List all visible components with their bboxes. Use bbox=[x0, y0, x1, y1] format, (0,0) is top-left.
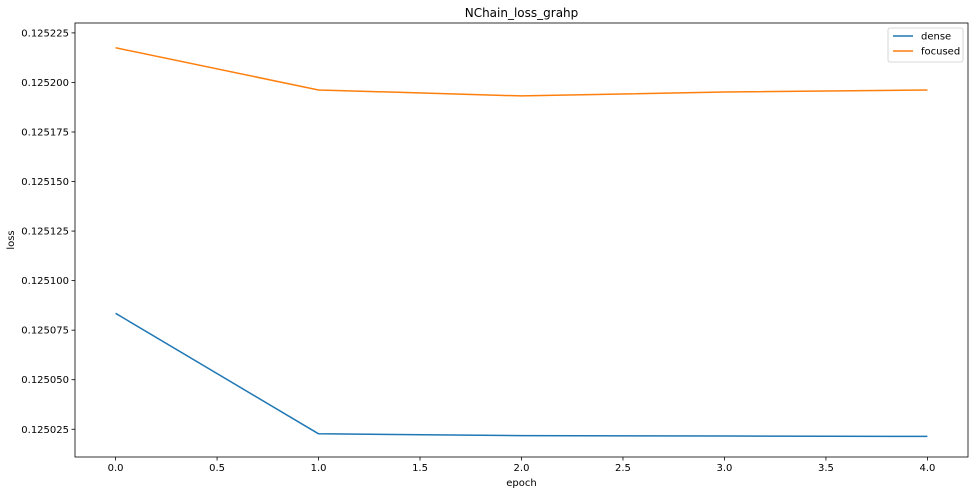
x-tick-label: 4.0 bbox=[919, 463, 935, 474]
y-tick-label: 0.125175 bbox=[21, 127, 69, 138]
y-axis-label: loss bbox=[6, 230, 17, 249]
legend-label-dense: dense bbox=[921, 32, 951, 43]
series-line-focused bbox=[115, 47, 928, 97]
y-tick-label: 0.125125 bbox=[21, 227, 69, 238]
x-tick-label: 0.0 bbox=[108, 463, 124, 474]
y-tick-label: 0.125225 bbox=[21, 28, 69, 39]
legend: dense focused bbox=[887, 27, 964, 63]
chart-title: NChain_loss_grahp bbox=[465, 6, 579, 20]
plot-frame bbox=[74, 22, 969, 458]
x-axis-label: epoch bbox=[506, 478, 536, 489]
y-tick-label: 0.125050 bbox=[21, 375, 69, 386]
series-line-dense bbox=[115, 312, 928, 438]
y-tick-label: 0.125200 bbox=[21, 78, 69, 89]
x-tick-label: 3.0 bbox=[717, 463, 733, 474]
x-tick-label: 1.5 bbox=[412, 463, 428, 474]
x-tick-label: 1.0 bbox=[311, 463, 327, 474]
y-tick-label: 0.125150 bbox=[21, 177, 69, 188]
x-tick-label: 2.5 bbox=[615, 463, 631, 474]
y-tick-label: 0.125075 bbox=[21, 326, 69, 337]
y-tick-label: 0.125100 bbox=[21, 276, 69, 287]
plot-area: 0.0 0.5 1.0 1.5 2.0 2.5 3.0 3.5 4.0 0.125025 0.125… bbox=[21, 28, 935, 474]
x-tick-label: 3.5 bbox=[818, 463, 834, 474]
legend-label-focused: focused bbox=[921, 47, 960, 58]
y-tick-label: 0.125025 bbox=[21, 425, 69, 436]
x-tick-label: 2.0 bbox=[514, 463, 530, 474]
x-tick-label: 0.5 bbox=[209, 463, 225, 474]
